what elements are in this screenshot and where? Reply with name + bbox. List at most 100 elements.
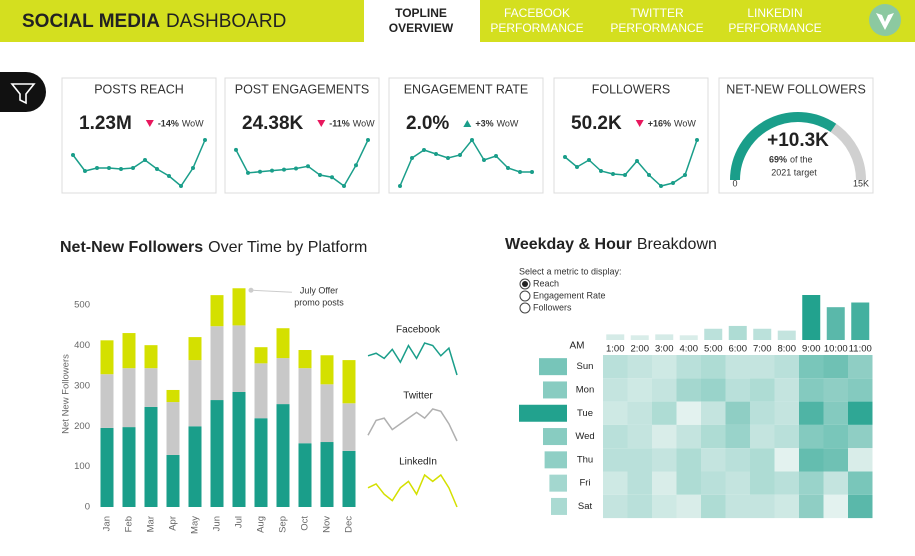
day-total-bar <box>549 474 567 492</box>
sparkline-point <box>294 166 298 171</box>
tab-label[interactable]: PERFORMANCE <box>490 21 583 35</box>
sparkline <box>564 139 698 187</box>
bar-segment <box>254 363 268 419</box>
heat-cell <box>799 424 824 449</box>
sparkline-point <box>179 184 183 188</box>
kpi-value: 50.2K <box>571 113 622 134</box>
sparkline-point <box>458 153 462 157</box>
kpi-card <box>224 77 380 194</box>
sparkline-point <box>354 163 358 168</box>
sparkline-point <box>647 173 651 177</box>
heat-cell <box>652 448 677 472</box>
annotation-line <box>252 289 293 293</box>
sparkline-point <box>599 169 603 173</box>
sparkline-point <box>191 166 195 170</box>
bar-segment <box>188 360 202 427</box>
heat-cell <box>774 424 799 449</box>
sparkline-point <box>683 173 687 177</box>
heat-cell <box>652 471 677 495</box>
radio-label[interactable]: Followers <box>533 302 572 312</box>
bar-segment <box>188 426 202 507</box>
heat-cell <box>725 471 750 495</box>
hour-total-bar <box>802 295 821 340</box>
bar-segment <box>320 442 334 507</box>
heat-cell <box>701 494 726 519</box>
heat-cell <box>848 355 873 379</box>
heat-cell <box>848 424 873 449</box>
gauge-max: 15K <box>853 178 869 188</box>
heat-cell <box>823 494 848 519</box>
heat-cell <box>799 494 824 519</box>
heat-cell <box>750 448 775 472</box>
tab-label[interactable]: TWITTER <box>630 6 684 20</box>
kpi-title: POST ENGAGEMENTS <box>235 82 370 96</box>
radio-label[interactable]: Reach <box>533 278 559 288</box>
sparkline-point <box>95 166 99 170</box>
heat-cell <box>627 378 652 402</box>
hour-total-bar <box>826 307 845 340</box>
bar-segment <box>100 427 114 507</box>
heat-cell <box>774 494 799 519</box>
sparkline-point <box>131 166 135 170</box>
heat-cell <box>676 378 701 402</box>
tab-label[interactable]: TOPLINE <box>395 6 447 20</box>
heat-cell <box>676 424 701 449</box>
heat-cell <box>603 424 628 449</box>
heat-cell <box>627 355 652 379</box>
tab-label[interactable]: PERFORMANCE <box>610 21 703 35</box>
heat-cell <box>652 424 677 449</box>
sparkline-point <box>318 173 322 178</box>
radio[interactable] <box>519 302 531 314</box>
tab-label[interactable]: FACEBOOK <box>504 6 570 20</box>
bar-segment <box>276 328 290 359</box>
gauge-note: 2021 target <box>771 167 817 177</box>
x-tick-label: Aug <box>256 516 267 533</box>
bar-segment <box>166 454 180 507</box>
bar-segment <box>122 333 136 369</box>
heat-cell <box>799 355 824 379</box>
heat-cell <box>750 378 775 402</box>
bar-segment <box>144 368 158 407</box>
tab-label[interactable]: PERFORMANCE <box>728 21 821 35</box>
heat-cell <box>750 471 775 495</box>
heat-cell <box>725 494 750 519</box>
sparkline-point <box>155 167 159 171</box>
tab-label[interactable]: LINKEDIN <box>747 6 802 20</box>
sparkline-point <box>167 174 171 178</box>
sparkline-point <box>203 138 207 142</box>
tab-label[interactable]: OVERVIEW <box>389 21 454 35</box>
title-light: DASHBOARD <box>166 11 286 32</box>
heat-cell <box>725 401 750 425</box>
kpi-card <box>61 77 217 194</box>
kpi-change: -11% <box>329 118 350 128</box>
heat-cell <box>725 424 750 449</box>
sparkline-point <box>107 166 111 170</box>
hour-label: 2:00 <box>631 344 650 355</box>
radio-dot <box>522 281 528 287</box>
heat-cell <box>848 448 873 472</box>
kpi-change: -14% <box>158 118 179 128</box>
sparkline-point <box>587 158 591 162</box>
sparkline-point <box>518 170 522 174</box>
hour-total-bar <box>606 334 625 340</box>
sparkline-point <box>270 168 274 173</box>
legend-label: LinkedIn <box>399 457 437 468</box>
filter-button[interactable] <box>0 72 46 112</box>
hour-label: 11:00 <box>849 344 872 355</box>
day-label: Mon <box>576 384 594 395</box>
radio-label[interactable]: Engagement Rate <box>533 290 606 300</box>
radio[interactable] <box>519 290 531 302</box>
x-tick-label: Sep <box>278 516 289 533</box>
hour-total-bar <box>630 335 649 340</box>
kpi-title: FOLLOWERS <box>592 82 671 96</box>
day-label: Wed <box>575 431 594 442</box>
heat-cell <box>774 355 799 379</box>
annotation-dot <box>248 287 254 293</box>
change-arrow <box>463 120 472 127</box>
chart-title: Over Time by Platform <box>208 239 367 256</box>
heat-cell <box>823 355 848 379</box>
heat-cell <box>799 401 824 425</box>
selector-prompt: Select a metric to display: <box>519 266 622 276</box>
legend-label: Facebook <box>396 325 441 336</box>
bar-segment <box>210 400 224 507</box>
